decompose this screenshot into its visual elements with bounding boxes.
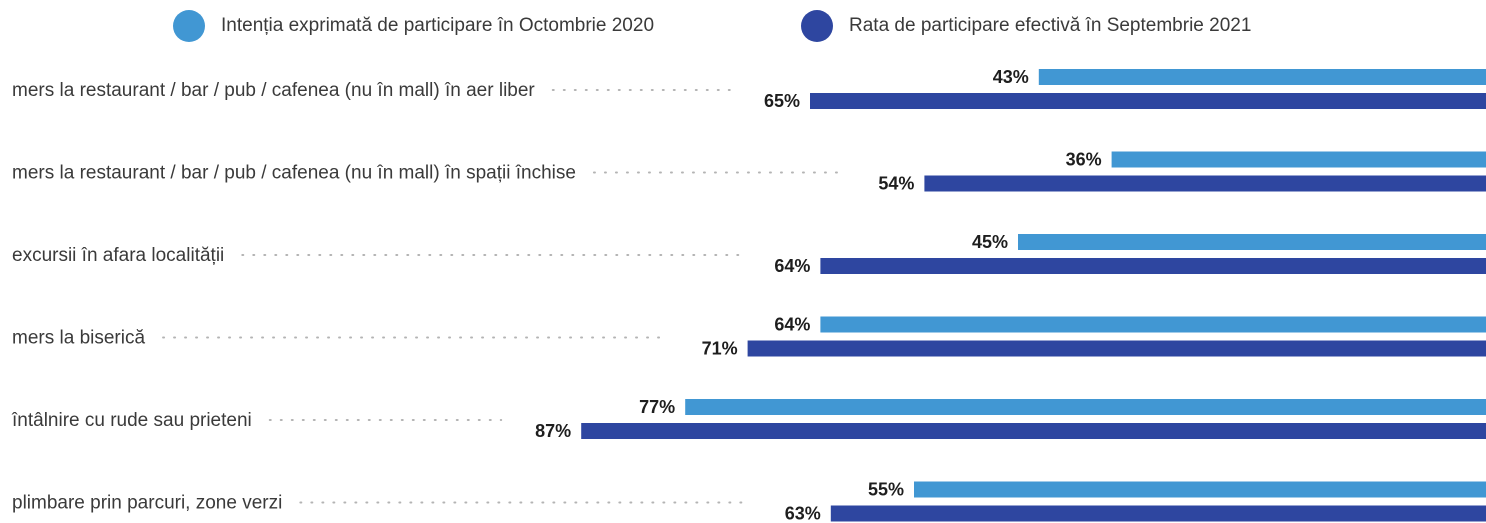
category-label: mers la biserică <box>12 328 145 349</box>
value-label-september-2021: 54% <box>878 174 914 194</box>
value-label-october-2020: 64% <box>774 315 810 335</box>
value-label-september-2021: 71% <box>702 339 738 359</box>
value-label-september-2021: 63% <box>785 504 821 523</box>
bar-october-2020 <box>820 316 1486 333</box>
value-label-september-2021: 65% <box>764 91 800 111</box>
bar-september-2021 <box>820 258 1486 274</box>
bar-september-2021 <box>810 93 1486 109</box>
legend-item-october-2020: Intenția exprimată de participare în Oct… <box>173 8 654 44</box>
value-label-october-2020: 43% <box>993 67 1029 87</box>
category-label: mers la restaurant / bar / pub / cafenea… <box>12 80 535 101</box>
chart-row: întâlnire cu rude sau prieteni 77% 87% <box>11 397 1486 441</box>
value-label-september-2021: 87% <box>535 421 571 441</box>
bar-october-2020 <box>914 481 1486 498</box>
value-label-september-2021: 64% <box>774 256 810 276</box>
legend-swatch-september-2021 <box>801 10 833 42</box>
chart-row: plimbare prin parcuri, zone verzi 55% 63% <box>12 480 1486 523</box>
chart-row: mers la restaurant / bar / pub / cafenea… <box>12 67 1486 111</box>
legend-label-september-2021: Rata de participare efectivă în Septembr… <box>849 15 1252 36</box>
legend-item-september-2021: Rata de participare efectivă în Septembr… <box>801 8 1251 44</box>
category-label: plimbare prin parcuri, zone verzi <box>12 493 282 514</box>
chart-row: mers la restaurant / bar / pub / cafenea… <box>12 150 1486 194</box>
bar-october-2020 <box>1038 69 1486 85</box>
legend-swatch-october-2020 <box>173 10 205 42</box>
value-label-october-2020: 55% <box>868 480 904 500</box>
bar-september-2021 <box>581 423 1486 439</box>
bar-october-2020 <box>685 399 1486 415</box>
category-label: excursii în afara localității <box>12 245 224 266</box>
category-label: întâlnire cu rude sau prieteni <box>11 410 252 431</box>
bar-september-2021 <box>747 340 1486 357</box>
value-label-october-2020: 77% <box>639 397 675 417</box>
chart-row: mers la biserică 64% 71% <box>12 315 1486 359</box>
value-label-october-2020: 45% <box>972 232 1008 252</box>
chart-legend: Intenția exprimată de participare în Oct… <box>0 8 1486 44</box>
chart-row: excursii în afara localității 45% 64% <box>12 232 1486 276</box>
bar-october-2020 <box>1111 151 1486 168</box>
legend-label-october-2020: Intenția exprimată de participare în Oct… <box>221 15 655 36</box>
bar-september-2021 <box>924 175 1486 192</box>
bar-october-2020 <box>1018 234 1486 250</box>
value-label-october-2020: 36% <box>1066 150 1102 170</box>
bar-september-2021 <box>830 505 1486 522</box>
category-label: mers la restaurant / bar / pub / cafenea… <box>12 163 576 184</box>
